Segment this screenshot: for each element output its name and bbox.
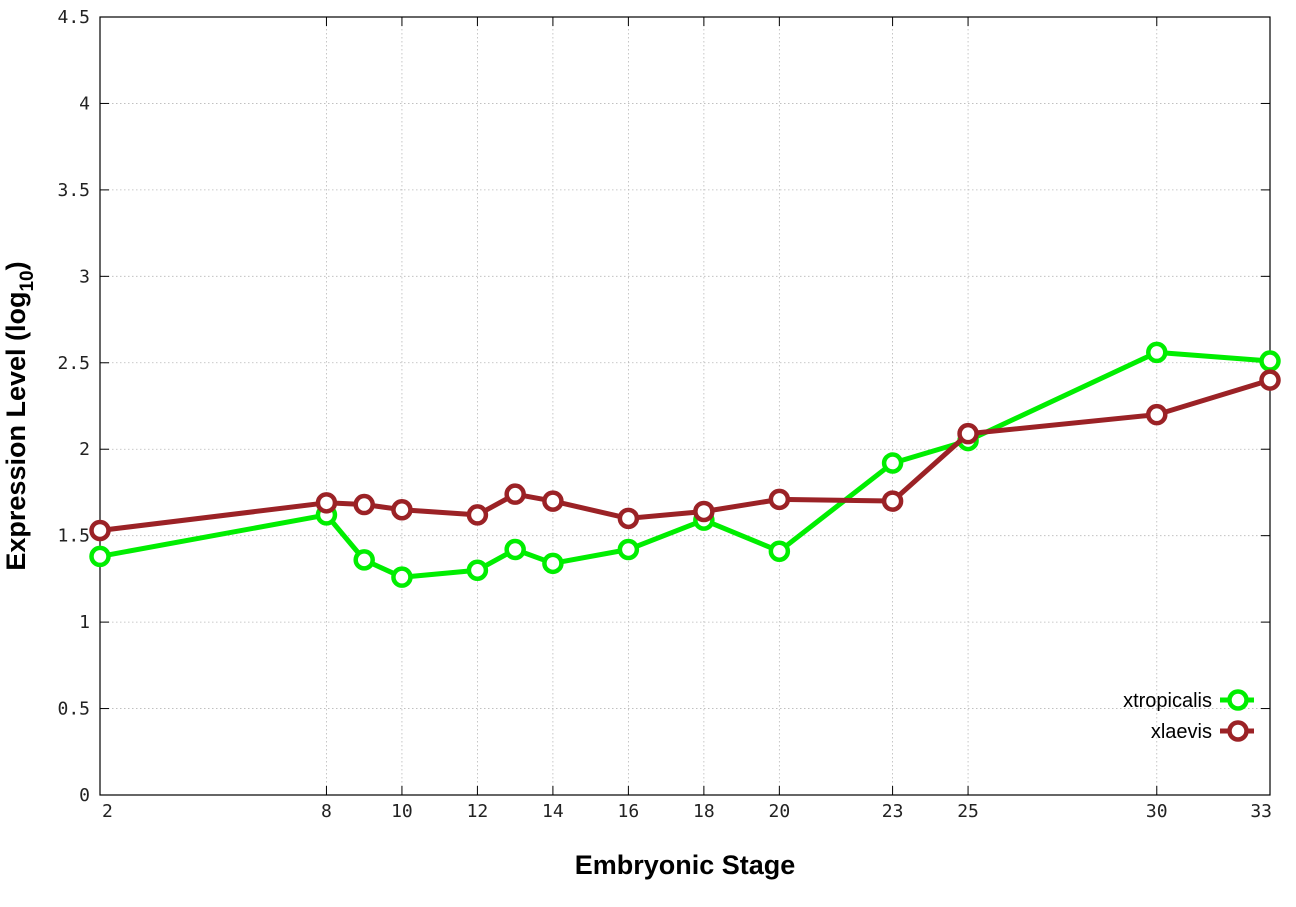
series-xtropicalis <box>89 341 1281 588</box>
x-tick-label: 18 <box>693 801 715 822</box>
plot-frame <box>99 16 1271 796</box>
data-point-xtropicalis <box>466 559 489 581</box>
x-tick-label: 2 <box>102 801 113 822</box>
data-point-xlaevis <box>1146 403 1168 426</box>
data-point-xlaevis <box>617 507 640 530</box>
data-point-xlaevis <box>693 500 715 523</box>
data-point-xtropicalis <box>881 452 904 474</box>
y-tick-label: 0.5 <box>57 699 90 720</box>
data-point-xtropicalis <box>1259 350 1281 372</box>
y-axis-title-subscript: 10 <box>17 270 38 291</box>
y-tick-label: 3.5 <box>57 180 90 201</box>
series-line-xlaevis <box>99 377 1271 533</box>
data-point-xtropicalis <box>504 538 526 561</box>
data-point-xtropicalis <box>391 566 413 588</box>
data-point-xtropicalis <box>1146 341 1168 364</box>
y-tick-label: 1 <box>79 612 90 633</box>
x-tick-label: 8 <box>321 801 332 822</box>
data-point-xlaevis <box>466 504 489 526</box>
legend-label: xtropicalis <box>1123 690 1212 712</box>
grid-lines <box>100 17 1270 795</box>
data-point-xlaevis <box>768 488 791 511</box>
y-axis-title-suffix: ) <box>1 261 31 270</box>
x-tick-label: 14 <box>542 801 564 822</box>
y-axis-title: Expression Level (log10) <box>1 261 38 570</box>
x-tick-label: 25 <box>957 801 979 822</box>
y-axis-title-main: Expression Level (log <box>1 292 31 571</box>
y-tick-label: 4 <box>79 93 90 114</box>
data-point-xlaevis <box>542 490 564 512</box>
series-layer <box>89 341 1281 588</box>
data-point-xlaevis <box>881 490 904 512</box>
x-tick-label: 16 <box>618 801 640 822</box>
data-point-xlaevis <box>504 483 526 505</box>
x-tick-label: 33 <box>1250 801 1272 822</box>
data-point-xtropicalis <box>353 549 375 571</box>
y-tick-label: 2 <box>79 439 90 460</box>
y-tick-label: 1.5 <box>57 526 90 547</box>
x-tick-label: 30 <box>1146 801 1168 822</box>
x-axis-title: Embryonic Stage <box>575 850 796 880</box>
y-tick-label: 4.5 <box>57 7 90 28</box>
legend-label: xlaevis <box>1151 721 1212 743</box>
data-point-xlaevis <box>89 519 111 542</box>
data-point-xlaevis <box>315 492 338 514</box>
axis-ticks: 0 0.5 1 1.5 2 2.5 3 3.5 4 4.5 2 8 10 12 14 16 18 20 23 25 30… <box>57 7 1272 822</box>
series-xlaevis <box>89 369 1281 542</box>
series-line-xtropicalis <box>99 349 1271 580</box>
data-point-xtropicalis <box>617 538 640 561</box>
data-point-xtropicalis <box>768 540 791 562</box>
x-tick-label: 23 <box>882 801 904 822</box>
legend-marker <box>1227 689 1249 711</box>
data-point-xlaevis <box>391 498 413 521</box>
y-tick-label: 0 <box>79 785 90 806</box>
y-tick-label: 2.5 <box>57 353 90 374</box>
y-tick-label: 3 <box>79 266 90 287</box>
x-tick-label: 12 <box>467 801 489 822</box>
x-tick-label: 10 <box>391 801 413 822</box>
legend: xtropicalis xlaevis <box>1123 689 1254 743</box>
data-point-xlaevis <box>353 493 375 516</box>
data-point-xlaevis <box>957 422 979 445</box>
data-point-xtropicalis <box>89 545 111 568</box>
legend-marker <box>1227 720 1249 742</box>
x-tick-label: 20 <box>769 801 791 822</box>
data-point-xtropicalis <box>542 552 564 575</box>
data-point-xlaevis <box>1259 369 1281 391</box>
